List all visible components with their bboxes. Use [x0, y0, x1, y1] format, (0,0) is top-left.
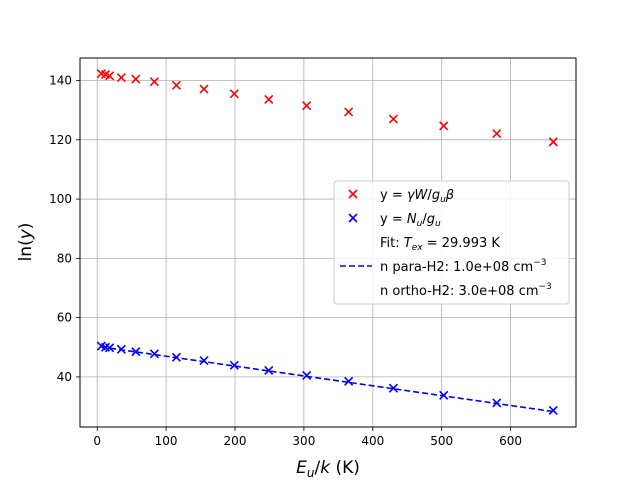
y-axis-ticks: 40 60 80 100 120 140 [49, 74, 80, 384]
legend: y = γW/guβ y = Nu/gu Fit: Tex = 29.993 K… [333, 180, 570, 305]
fit-line-layer [101, 346, 554, 413]
data-point-series-1 [149, 77, 159, 87]
x-tick-label: 600 [499, 434, 522, 448]
data-point-series-1 [229, 89, 239, 99]
legend-marker-blue-x [348, 213, 358, 223]
data-point-series-2 [171, 352, 182, 362]
legend-entry-1: y = γW/guβ [380, 188, 454, 205]
data-point-series-1 [548, 137, 558, 147]
data-point-series-1 [116, 72, 126, 83]
data-point-series-2 [105, 343, 115, 353]
legend-marker-red-x [348, 189, 358, 199]
y-tick-label: 100 [49, 192, 72, 206]
data-point-series-1 [439, 121, 449, 131]
legend-entry-5: n ortho-H2: 3.0e+08 cm−3 [380, 282, 552, 299]
marker-layer [96, 69, 558, 415]
legend-box [333, 180, 570, 305]
data-point-series-1 [344, 107, 354, 117]
y-axis-label: ln(y) [16, 223, 36, 262]
data-point-series-2 [116, 344, 126, 354]
y-tick-label: 40 [57, 370, 72, 384]
data-point-series-1 [302, 101, 312, 111]
data-point-series-1 [131, 74, 141, 84]
data-point-series-2 [264, 365, 274, 375]
data-point-series-2 [344, 376, 354, 386]
y-tick-label: 140 [49, 74, 72, 88]
axes-frame [79, 57, 577, 428]
data-point-series-2 [439, 390, 449, 400]
data-point-series-1 [105, 71, 115, 81]
y-tick-label: 80 [57, 251, 72, 265]
y-tick-label: 60 [57, 311, 72, 325]
data-point-series-1 [492, 129, 502, 139]
legend-entry-3: Fit: Tex = 29.993 K [380, 236, 500, 253]
fit-line [101, 346, 554, 413]
x-tick-label: 200 [224, 434, 247, 448]
x-axis-label: Eu/k (K) [296, 458, 360, 480]
x-axis-ticks: 0 100 200 300 400 500 600 [93, 427, 522, 448]
data-point-series-2 [302, 370, 312, 380]
data-point-series-2 [149, 349, 159, 359]
data-point-series-1 [199, 84, 209, 94]
legend-entry-2: y = Nu/gu [380, 212, 441, 229]
x-tick-label: 0 [93, 434, 101, 448]
x-tick-label: 300 [292, 434, 315, 448]
data-point-series-2 [548, 405, 558, 415]
y-tick-label: 120 [49, 133, 72, 147]
data-point-series-1 [171, 80, 182, 90]
x-tick-label: 500 [430, 434, 453, 448]
data-point-series-2 [388, 383, 399, 393]
data-point-series-1 [264, 94, 274, 105]
legend-entry-4: n para-H2: 1.0e+08 cm−3 [380, 258, 546, 275]
x-tick-label: 400 [361, 434, 384, 448]
data-point-series-2 [229, 360, 239, 370]
data-point-series-2 [492, 398, 502, 408]
data-point-series-2 [199, 356, 209, 366]
data-point-series-2 [131, 347, 141, 357]
data-point-series-1 [388, 114, 399, 124]
x-tick-label: 100 [155, 434, 178, 448]
